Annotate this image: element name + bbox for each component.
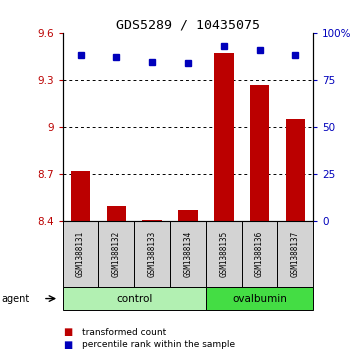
Text: ■: ■ — [63, 340, 72, 350]
Bar — [277, 221, 313, 287]
Text: ■: ■ — [63, 327, 72, 337]
Text: GSM1388136: GSM1388136 — [255, 231, 264, 277]
Bar — [107, 206, 126, 221]
Bar — [242, 221, 277, 287]
Text: GSM1388133: GSM1388133 — [147, 231, 157, 277]
Bar — [286, 119, 305, 221]
Bar — [63, 287, 206, 310]
Bar — [250, 85, 269, 221]
Text: GSM1388137: GSM1388137 — [291, 231, 300, 277]
Bar — [134, 221, 170, 287]
Title: GDS5289 / 10435075: GDS5289 / 10435075 — [116, 19, 260, 32]
Text: GSM1388131: GSM1388131 — [76, 231, 85, 277]
Text: control: control — [116, 294, 153, 303]
Bar — [214, 53, 233, 221]
Text: ovalbumin: ovalbumin — [232, 294, 287, 303]
Bar — [142, 220, 162, 221]
Text: GSM1388132: GSM1388132 — [112, 231, 121, 277]
Text: transformed count: transformed count — [82, 328, 166, 337]
Text: percentile rank within the sample: percentile rank within the sample — [82, 340, 236, 349]
Bar — [170, 221, 206, 287]
Text: agent: agent — [2, 294, 30, 303]
Bar — [206, 287, 313, 310]
Bar — [71, 171, 90, 221]
Bar — [206, 221, 242, 287]
Text: GSM1388135: GSM1388135 — [219, 231, 228, 277]
Bar — [63, 221, 98, 287]
Text: GSM1388134: GSM1388134 — [183, 231, 193, 277]
Bar — [98, 221, 134, 287]
Bar — [178, 211, 198, 221]
